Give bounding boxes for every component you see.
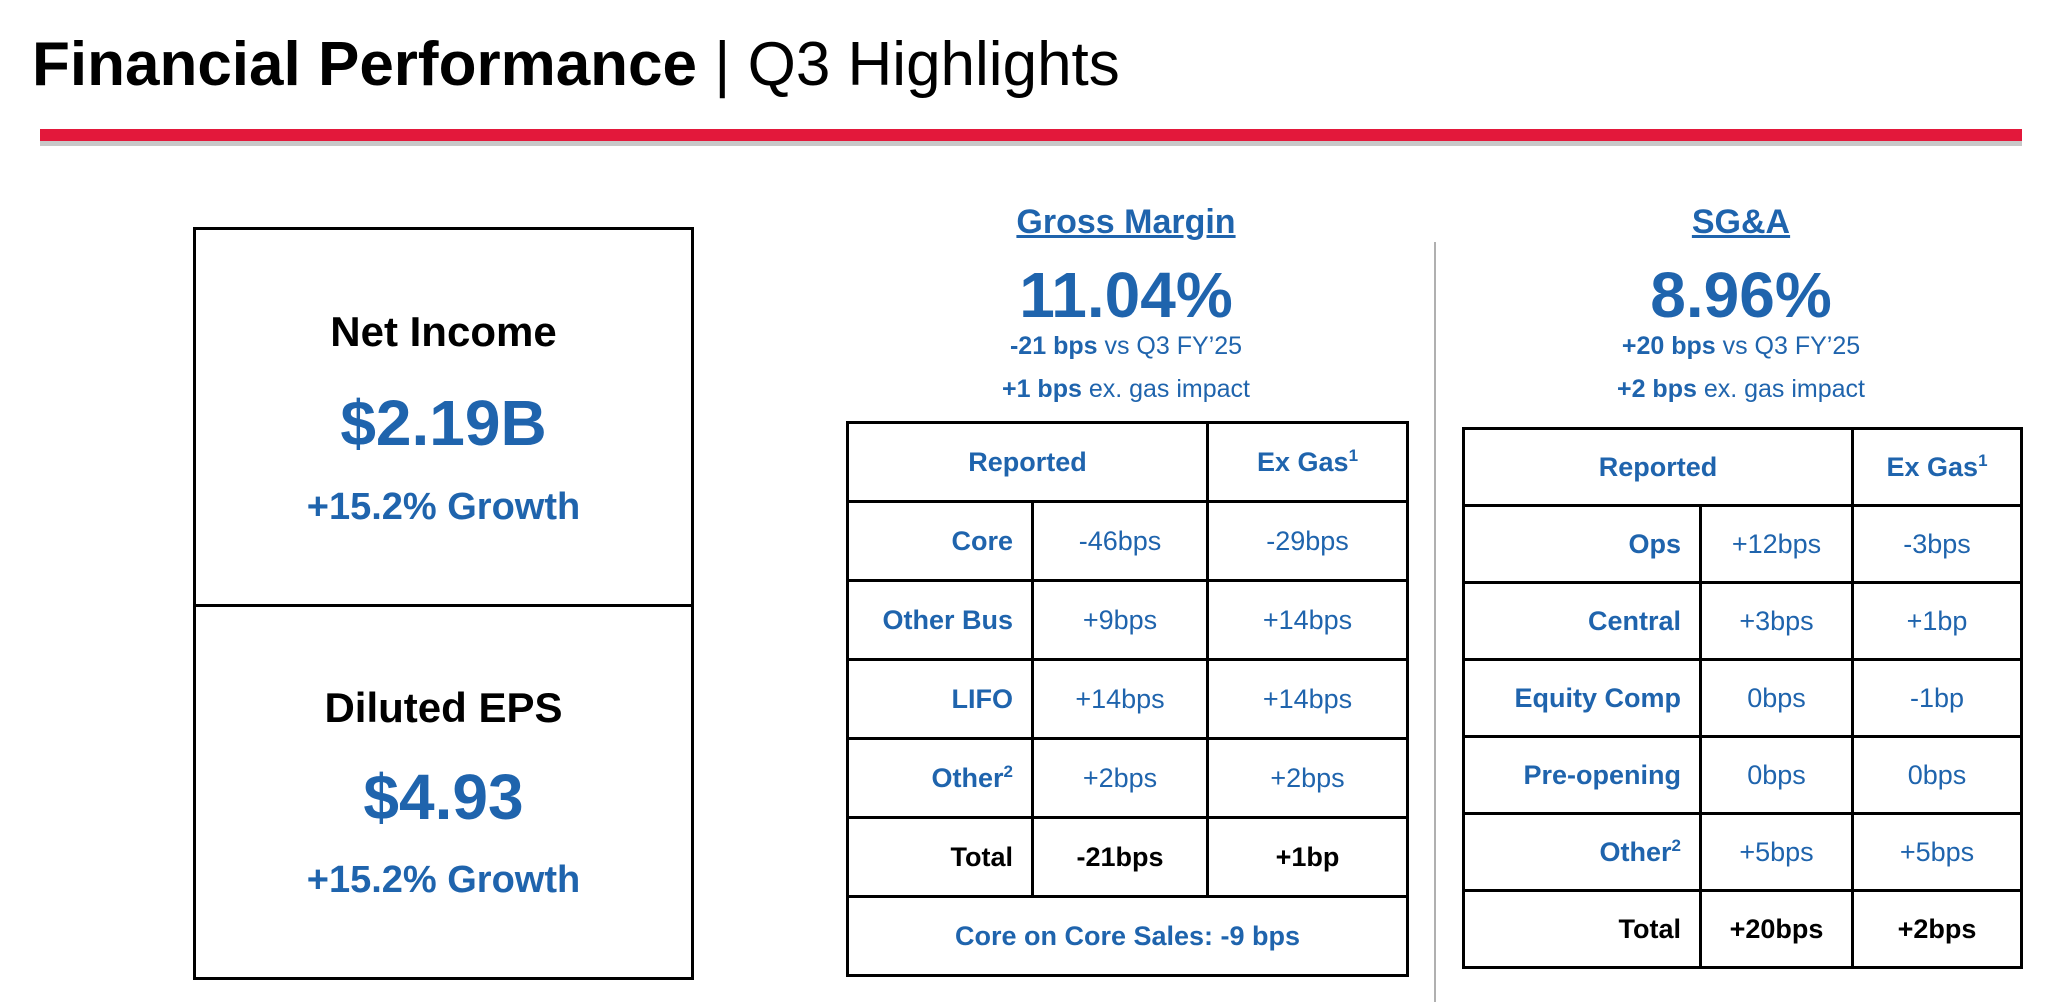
row-label: Ops	[1462, 504, 1702, 584]
row-label: Other Bus	[846, 579, 1034, 661]
reported-cell: 0bps	[1698, 658, 1855, 738]
table-row: Other Bus +9bps +14bps	[846, 579, 1410, 661]
reported-cell: +2bps	[1030, 737, 1210, 819]
net-income-label: Net Income	[330, 308, 557, 355]
column-header-reported: Reported	[1461, 427, 1855, 507]
total-label: Total	[846, 816, 1034, 898]
sga-exgas-text: ex. gas impact	[1696, 375, 1866, 403]
gross-margin-exgas-text: ex. gas impact	[1081, 375, 1251, 403]
section-divider	[1434, 242, 1436, 1002]
table-row: Core -46bps -29bps	[846, 500, 1410, 582]
row-label: LIFO	[846, 658, 1034, 740]
gross-margin-table: Reported Ex Gas1 Core -46bps -29bps Othe…	[845, 421, 1410, 977]
exgas-cell: -3bps	[1851, 504, 2024, 584]
sga-exgas: +2 bps ex. gas impact	[1462, 375, 2020, 404]
sga-exgas-bps: +2 bps	[1616, 375, 1697, 403]
diluted-eps-label: Diluted EPS	[324, 684, 563, 731]
row-label-text: LIFO	[951, 683, 1014, 714]
total-reported-cell: -21bps	[1030, 816, 1210, 898]
table-total-row: Total +20bps +2bps	[1462, 889, 2024, 969]
table-total-row: Total -21bps +1bp	[846, 816, 1410, 898]
footnote-marker: 1	[1348, 445, 1359, 465]
table-row: Other2 +2bps +2bps	[846, 737, 1410, 819]
total-exgas-cell: +2bps	[1851, 889, 2024, 969]
gross-margin-change-bps: -21 bps	[1009, 332, 1098, 360]
reported-cell: 0bps	[1698, 735, 1855, 815]
table-row: Equity Comp 0bps -1bp	[1462, 658, 2024, 738]
column-header-reported: Reported	[845, 421, 1210, 503]
sga-heading: SG&A	[1691, 203, 1791, 241]
row-label: Core	[846, 500, 1034, 582]
table-header-row: Reported Ex Gas1	[1461, 427, 2024, 507]
gross-margin-value: 11.04%	[1019, 259, 1233, 331]
reported-cell: +3bps	[1698, 581, 1855, 661]
column-header-exgas: Ex Gas1	[1851, 427, 2024, 507]
gross-margin-change-text: vs Q3 FY’25	[1097, 332, 1243, 360]
gross-margin-change: -21 bps vs Q3 FY’25	[846, 332, 1406, 361]
page-title: Financial Performance | Q3 Highlights	[32, 26, 1120, 104]
exgas-cell: +14bps	[1206, 579, 1410, 661]
row-label-text: Ops	[1628, 528, 1681, 559]
diluted-eps-growth: +15.2% Growth	[306, 859, 581, 901]
column-header-exgas-label: Ex Gas	[1257, 446, 1349, 477]
reported-cell: +5bps	[1698, 812, 1855, 892]
gross-margin-heading: Gross Margin	[1016, 203, 1236, 241]
exgas-cell: +1bp	[1851, 581, 2024, 661]
total-exgas-cell: +1bp	[1206, 816, 1410, 898]
row-label-text: Other	[1599, 836, 1672, 867]
exgas-cell: +2bps	[1206, 737, 1410, 819]
total-reported-cell: +20bps	[1698, 889, 1855, 969]
diluted-eps-value: $4.93	[363, 761, 524, 833]
reported-cell: -46bps	[1030, 500, 1210, 582]
exgas-cell: +5bps	[1851, 812, 2024, 892]
row-label-text: Other Bus	[882, 604, 1013, 635]
total-label: Total	[1462, 889, 1702, 969]
exgas-cell: 0bps	[1851, 735, 2024, 815]
footnote-marker: 1	[1978, 450, 1988, 470]
page-title-subtitle: | Q3 Highlights	[697, 30, 1120, 99]
footnote-marker: 2	[1671, 835, 1681, 855]
row-label-text: Core	[951, 525, 1013, 556]
table-row: Ops +12bps -3bps	[1462, 504, 2024, 584]
row-label: Central	[1462, 581, 1702, 661]
diluted-eps-panel: Diluted EPS $4.93 +15.2% Growth	[193, 604, 694, 980]
row-label-text: Equity Comp	[1514, 682, 1682, 713]
exgas-cell: -1bp	[1851, 658, 2024, 738]
sga-change-text: vs Q3 FY’25	[1715, 332, 1861, 360]
row-label-text: Pre-opening	[1523, 759, 1681, 790]
header-rule-red	[40, 129, 2022, 141]
reported-cell: +9bps	[1030, 579, 1210, 661]
row-label: Other2	[846, 737, 1034, 819]
column-header-exgas-label: Ex Gas	[1886, 451, 1979, 482]
net-income-growth: +15.2% Growth	[306, 486, 581, 528]
exgas-cell: -29bps	[1206, 500, 1410, 582]
net-income-value: $2.19B	[340, 387, 547, 459]
row-label: Equity Comp	[1462, 658, 1702, 738]
header-rule-gray	[40, 141, 2022, 146]
table-row: LIFO +14bps +14bps	[846, 658, 1410, 740]
page-title-main: Financial Performance	[32, 30, 698, 99]
sga-table: Reported Ex Gas1 Ops +12bps -3bps Centra…	[1461, 427, 2024, 969]
table-row: Other2 +5bps +5bps	[1462, 812, 2024, 892]
row-label: Pre-opening	[1462, 735, 1702, 815]
reported-cell: +12bps	[1698, 504, 1855, 584]
reported-cell: +14bps	[1030, 658, 1210, 740]
exgas-cell: +14bps	[1206, 658, 1410, 740]
footnote-marker: 2	[1003, 761, 1013, 781]
row-label-text: Other	[931, 762, 1004, 793]
row-label: Other2	[1462, 812, 1702, 892]
table-row: Pre-opening 0bps 0bps	[1462, 735, 2024, 815]
gross-margin-exgas-bps: +1 bps	[1001, 375, 1082, 403]
table-row: Central +3bps +1bp	[1462, 581, 2024, 661]
gross-margin-exgas: +1 bps ex. gas impact	[846, 375, 1406, 404]
row-label-text: Central	[1587, 605, 1681, 636]
sga-change-bps: +20 bps	[1621, 332, 1716, 360]
sga-value: 8.96%	[1650, 259, 1832, 331]
table-header-row: Reported Ex Gas1	[845, 421, 1410, 503]
net-income-panel: Net Income $2.19B +15.2% Growth	[193, 227, 694, 607]
table-footer-row: Core on Core Sales: -9 bps	[845, 895, 1410, 977]
column-header-exgas: Ex Gas1	[1206, 421, 1410, 503]
sga-change: +20 bps vs Q3 FY’25	[1462, 332, 2020, 361]
core-on-core-sales: Core on Core Sales: -9 bps	[845, 895, 1410, 977]
